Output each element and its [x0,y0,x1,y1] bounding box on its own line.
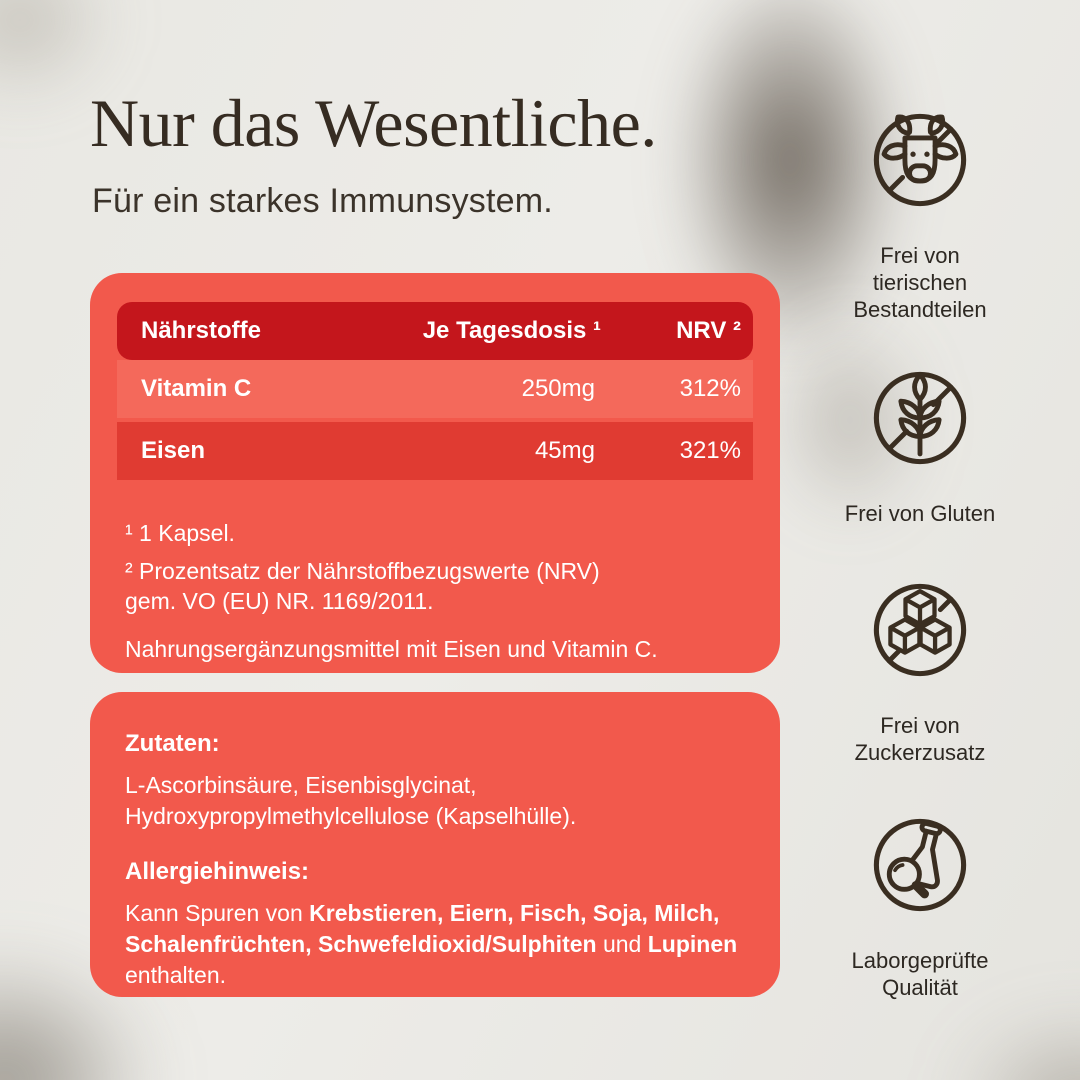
nutrient-dose: 250mg [521,375,595,402]
feature-label: Frei von Zuckerzusatz [854,713,986,765]
footnote-capsule: ¹ 1 Kapsel. [125,520,235,546]
supplement-description: Nahrungsergänzungsmittel mit Eisen und V… [125,636,658,662]
allergy-heading: Allergiehinweis: [125,858,310,885]
feature-no-added-sugar: Frei von Zuckerzusatz [810,572,1030,766]
lab-tested-icon [873,818,967,912]
nutrient-nrv: 312% [679,375,741,402]
page-subtitle: Für ein starkes Immunsystem. [92,182,553,220]
nutrient-name: Vitamin C [141,375,252,402]
no-gluten-icon [873,371,967,465]
nutrition-table-header: Nährstoffe Je Tagesdosis ¹ NRV ² [117,302,753,360]
ingredients-heading: Zutaten: [125,730,220,757]
no-animal-icon [873,113,967,207]
column-header-nutrients: Nährstoffe [141,317,262,344]
column-header-nrv: NRV ² [676,317,741,344]
feature-lab-tested: Laborgeprüfte Qualität [810,807,1030,1001]
table-row-vitamin-c: Vitamin C 250mg 312% [117,360,753,418]
feature-no-gluten: Frei von Gluten [810,360,1030,527]
no-added-sugar-icon [873,583,967,677]
nutrition-card: Nährstoffe Je Tagesdosis ¹ NRV ² Vitamin… [90,273,780,673]
ingredients-card: Zutaten: L-Ascorbinsäure, Eisenbisglycin… [90,692,780,997]
table-row-eisen: Eisen 45mg 321% [117,422,753,480]
feature-label: Laborgeprüfte Qualität [851,948,989,1000]
nutrient-dose: 45mg [534,437,595,464]
page-title: Nur das Wesentliche. [90,85,657,161]
ingredients-text: L-Ascorbinsäure, Eisenbisglycinat, Hydro… [125,772,577,829]
column-header-daily-dose: Je Tagesdosis ¹ [422,317,601,344]
feature-no-animal: Frei von tierischen Bestandteilen [810,102,1030,323]
feature-label: Frei von Gluten [844,501,996,526]
allergy-text: Kann Spuren von Krebstieren, Eiern, Fisc… [125,900,738,988]
nutrition-table: Nährstoffe Je Tagesdosis ¹ NRV ² Vitamin… [117,302,753,480]
footnote-nrv: ² Prozentsatz der Nährstoffbezugswerte (… [125,558,600,614]
nutrient-name: Eisen [141,437,206,464]
feature-label: Frei von tierischen Bestandteilen [853,243,987,322]
nutrient-nrv: 321% [679,437,741,464]
